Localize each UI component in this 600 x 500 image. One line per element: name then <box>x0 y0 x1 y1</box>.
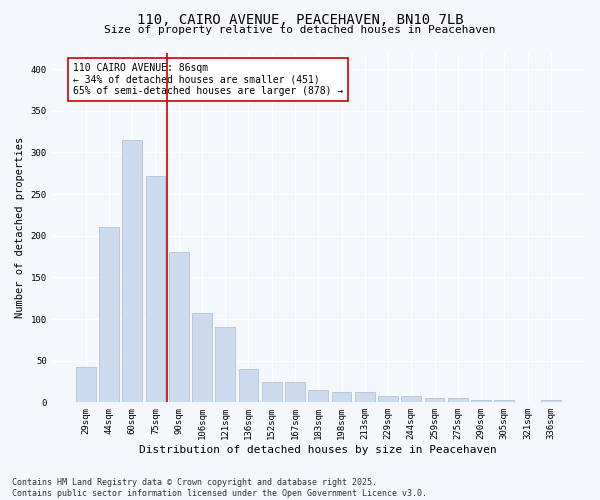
X-axis label: Distribution of detached houses by size in Peacehaven: Distribution of detached houses by size … <box>139 445 497 455</box>
Bar <box>192 313 212 402</box>
Text: Size of property relative to detached houses in Peacehaven: Size of property relative to detached ho… <box>104 25 496 35</box>
Bar <box>425 398 445 402</box>
Bar <box>146 176 166 402</box>
Bar <box>169 252 188 402</box>
Bar <box>541 400 561 402</box>
Bar <box>378 396 398 402</box>
Bar <box>448 398 468 402</box>
Bar <box>355 392 374 402</box>
Y-axis label: Number of detached properties: Number of detached properties <box>15 137 25 318</box>
Bar <box>494 400 514 402</box>
Bar <box>308 390 328 402</box>
Bar <box>285 382 305 402</box>
Text: 110 CAIRO AVENUE: 86sqm
← 34% of detached houses are smaller (451)
65% of semi-d: 110 CAIRO AVENUE: 86sqm ← 34% of detache… <box>73 63 343 96</box>
Bar <box>76 368 95 402</box>
Bar <box>99 228 119 402</box>
Bar <box>239 369 259 402</box>
Bar <box>122 140 142 402</box>
Text: Contains HM Land Registry data © Crown copyright and database right 2025.
Contai: Contains HM Land Registry data © Crown c… <box>12 478 427 498</box>
Bar <box>332 392 352 402</box>
Bar <box>471 400 491 402</box>
Bar <box>262 382 281 402</box>
Text: 110, CAIRO AVENUE, PEACEHAVEN, BN10 7LB: 110, CAIRO AVENUE, PEACEHAVEN, BN10 7LB <box>137 12 463 26</box>
Bar <box>401 396 421 402</box>
Bar <box>215 328 235 402</box>
